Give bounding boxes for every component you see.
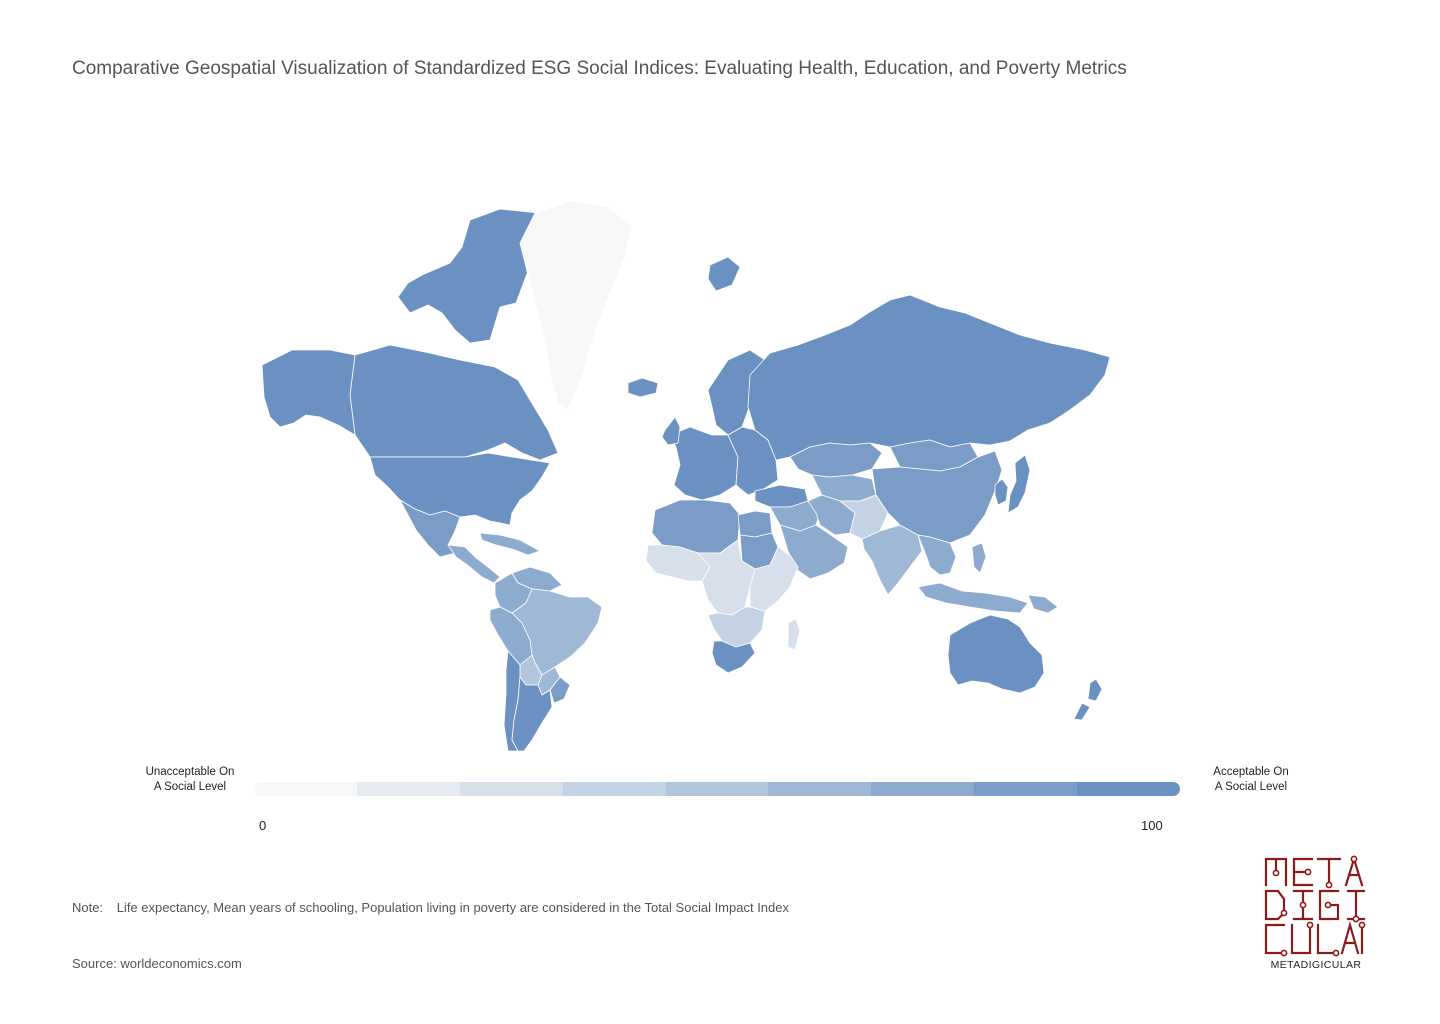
region-united-kingdom — [661, 416, 681, 446]
legend-scale-segment — [768, 782, 872, 796]
region-alaska — [261, 349, 356, 436]
region-central-america — [447, 544, 501, 584]
legend-high-label-line1: Acceptable On — [1213, 766, 1289, 778]
logo-circuit-dot — [1332, 949, 1340, 957]
region-east-africa — [749, 546, 799, 612]
region-arctic-islands — [397, 208, 539, 344]
logo-circuit-dot — [1306, 921, 1314, 929]
legend-color-scale — [254, 782, 1180, 796]
chart-title: Comparative Geospatial Visualization of … — [72, 58, 1127, 79]
region-eastern-europe — [727, 426, 779, 496]
logo-circuit-dot — [1325, 881, 1333, 889]
region-southeast-asia — [917, 534, 957, 576]
logo-circuit-dot — [1280, 949, 1288, 957]
legend-scale-segment — [356, 782, 460, 796]
region-argentina — [511, 676, 553, 752]
source-text: Source: worldeconomics.com — [72, 956, 242, 971]
legend-high-label-line2: A Social Level — [1214, 781, 1288, 793]
region-western-europe — [669, 426, 739, 501]
region-australia — [947, 614, 1045, 694]
legend-scale-segment — [871, 782, 975, 796]
legend-scale-segment — [1077, 782, 1180, 796]
world-choropleth-map — [261, 200, 1111, 752]
legend-scale-segment — [562, 782, 666, 796]
region-egypt — [737, 510, 773, 538]
region-southern-africa — [707, 606, 766, 648]
logo-circuit-dot — [1280, 909, 1288, 917]
region-caribbean — [479, 532, 541, 556]
legend-low-label-line1: Unacceptable On — [145, 766, 235, 778]
legend-low-label-line2: A Social Level — [153, 781, 227, 793]
logo-circuit-dot — [1272, 869, 1280, 877]
note: Note: Life expectancy, Mean years of sch… — [72, 900, 789, 915]
logo-circuit-dot — [1304, 868, 1312, 876]
region-new-zealand — [1073, 678, 1103, 721]
legend-min-tick: 0 — [259, 818, 267, 833]
region-svalbard — [707, 256, 741, 292]
region-greenland — [519, 200, 633, 411]
region-kazakhstan — [789, 442, 883, 478]
region-iceland — [627, 377, 659, 398]
legend-scale-segment — [665, 782, 769, 796]
region-india — [861, 524, 923, 596]
logo-circuit-dot — [1324, 901, 1332, 909]
region-madagascar — [787, 618, 801, 651]
region-south-africa — [711, 640, 756, 674]
region-uruguay — [549, 676, 571, 704]
metadigicular-logo: METADIGICULAR — [1264, 855, 1366, 971]
region-brazil — [511, 588, 603, 676]
legend-high-label: Acceptable On A Social Level — [1192, 765, 1310, 795]
note-text: Life expectancy, Mean years of schooling… — [116, 900, 789, 915]
legend-scale-segment — [254, 782, 357, 796]
logo-circuit-dot — [1352, 915, 1360, 923]
legend-scale-segment — [974, 782, 1078, 796]
region-indonesia — [917, 582, 1029, 614]
region-papua-new-guinea — [1027, 594, 1059, 614]
note-label: Note: — [72, 900, 104, 915]
region-japan — [1007, 454, 1031, 514]
legend-max-tick: 100 — [1141, 818, 1163, 833]
logo-circuit-dot — [1299, 901, 1307, 909]
region-korea — [994, 478, 1009, 506]
region-united-states — [369, 452, 551, 526]
legend-low-label: Unacceptable On A Social Level — [130, 765, 250, 795]
logo-circuit-dot — [1350, 855, 1358, 863]
logo-wordmark: METADIGICULAR — [1271, 959, 1362, 971]
logo-circuit-dot — [1358, 921, 1366, 929]
region-canada — [349, 344, 559, 461]
region-china — [871, 450, 1003, 544]
legend-scale-segment — [459, 782, 563, 796]
region-russia — [747, 294, 1111, 461]
region-philippines — [971, 542, 987, 574]
